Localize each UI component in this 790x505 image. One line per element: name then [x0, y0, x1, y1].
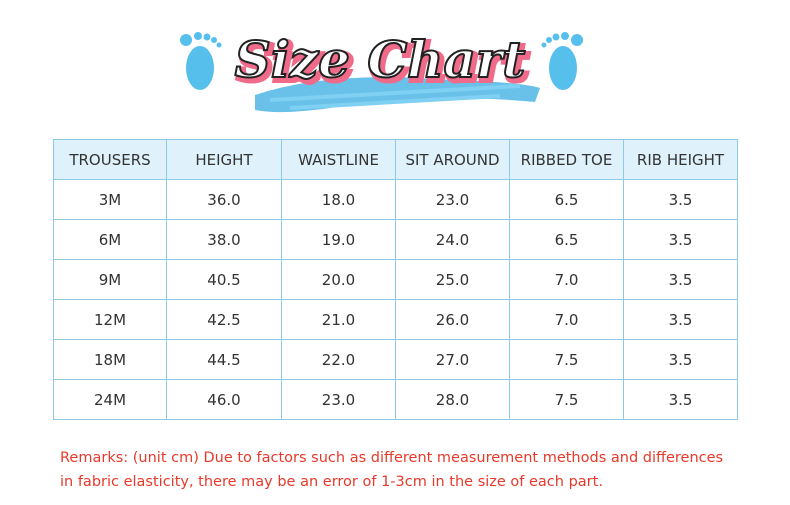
table-cell: 3.5 — [623, 379, 738, 420]
table-cell: 7.0 — [509, 299, 624, 340]
table-cell: 3M — [53, 179, 167, 220]
table-cell: 6.5 — [509, 179, 624, 220]
table-cell: 24.0 — [395, 219, 510, 260]
table-cell: 25.0 — [395, 259, 510, 300]
title: Size Chart — [235, 30, 526, 89]
table-cell: 23.0 — [395, 179, 510, 220]
table-cell: 21.0 — [281, 299, 396, 340]
header-row: TROUSERS HEIGHT WAISTLINE SIT AROUND RIBBED … — [53, 139, 738, 180]
title-banner: Size Chart Size Chart — [180, 29, 583, 113]
table-cell: 7.0 — [509, 259, 624, 300]
table-cell: 42.5 — [166, 299, 282, 340]
table-row: 9M 40.5 20.0 25.0 7.0 3.5 — [53, 259, 738, 300]
table-cell: 20.0 — [281, 259, 396, 300]
size-table: TROUSERS HEIGHT WAISTLINE SIT AROUND RIBBED … — [53, 139, 738, 420]
table-cell: 18.0 — [281, 179, 396, 220]
column-header: HEIGHT — [166, 139, 282, 180]
table-cell: 19.0 — [281, 219, 396, 260]
remarks: Remarks: (unit cm) Due to factors such a… — [60, 450, 724, 490]
table-cell: 27.0 — [395, 339, 510, 380]
table-row: 24M 46.0 23.0 28.0 7.5 3.5 — [53, 379, 738, 420]
table-cell: 6M — [53, 219, 167, 260]
table-row: 18M 44.5 22.0 27.0 7.5 3.5 — [53, 339, 738, 380]
table-cell: 22.0 — [281, 339, 396, 380]
table-cell: 28.0 — [395, 379, 510, 420]
foot-icon — [541, 32, 583, 90]
table-cell: 36.0 — [166, 179, 282, 220]
table-cell: 3.5 — [623, 259, 738, 300]
table-cell: 23.0 — [281, 379, 396, 420]
table-cell: 18M — [53, 339, 167, 380]
table-row: 3M 36.0 18.0 23.0 6.5 3.5 — [53, 179, 738, 220]
table-cell: 3.5 — [623, 179, 738, 220]
table-cell: 6.5 — [509, 219, 624, 260]
column-header: SIT AROUND — [395, 139, 510, 180]
table-cell: 3.5 — [623, 339, 738, 380]
table-cell: 26.0 — [395, 299, 510, 340]
table-body: 3M 36.0 18.0 23.0 6.5 3.5 6M 38.0 19.0 24.0 6.5 3.5… — [53, 179, 738, 420]
foot-icon — [180, 32, 222, 90]
column-header: TROUSERS — [53, 139, 167, 180]
table-cell: 7.5 — [509, 339, 624, 380]
table-cell: 3.5 — [623, 299, 738, 340]
table-cell: 3.5 — [623, 219, 738, 260]
column-header: RIB HEIGHT — [623, 139, 738, 180]
table-cell: 40.5 — [166, 259, 282, 300]
table-cell: 9M — [53, 259, 167, 300]
table-row: 12M 42.5 21.0 26.0 7.0 3.5 — [53, 299, 738, 340]
table-cell: 7.5 — [509, 379, 624, 420]
table-row: 6M 38.0 19.0 24.0 6.5 3.5 — [53, 219, 738, 260]
table-cell: 44.5 — [166, 339, 282, 380]
table-cell: 46.0 — [166, 379, 282, 420]
table-cell: 12M — [53, 299, 167, 340]
brush-stroke — [269, 84, 521, 110]
column-header: RIBBED TOE — [509, 139, 624, 180]
column-header: WAISTLINE — [281, 139, 396, 180]
table-cell: 24M — [53, 379, 167, 420]
title-shadow: Size Chart — [238, 33, 529, 92]
table-cell: 38.0 — [166, 219, 282, 260]
